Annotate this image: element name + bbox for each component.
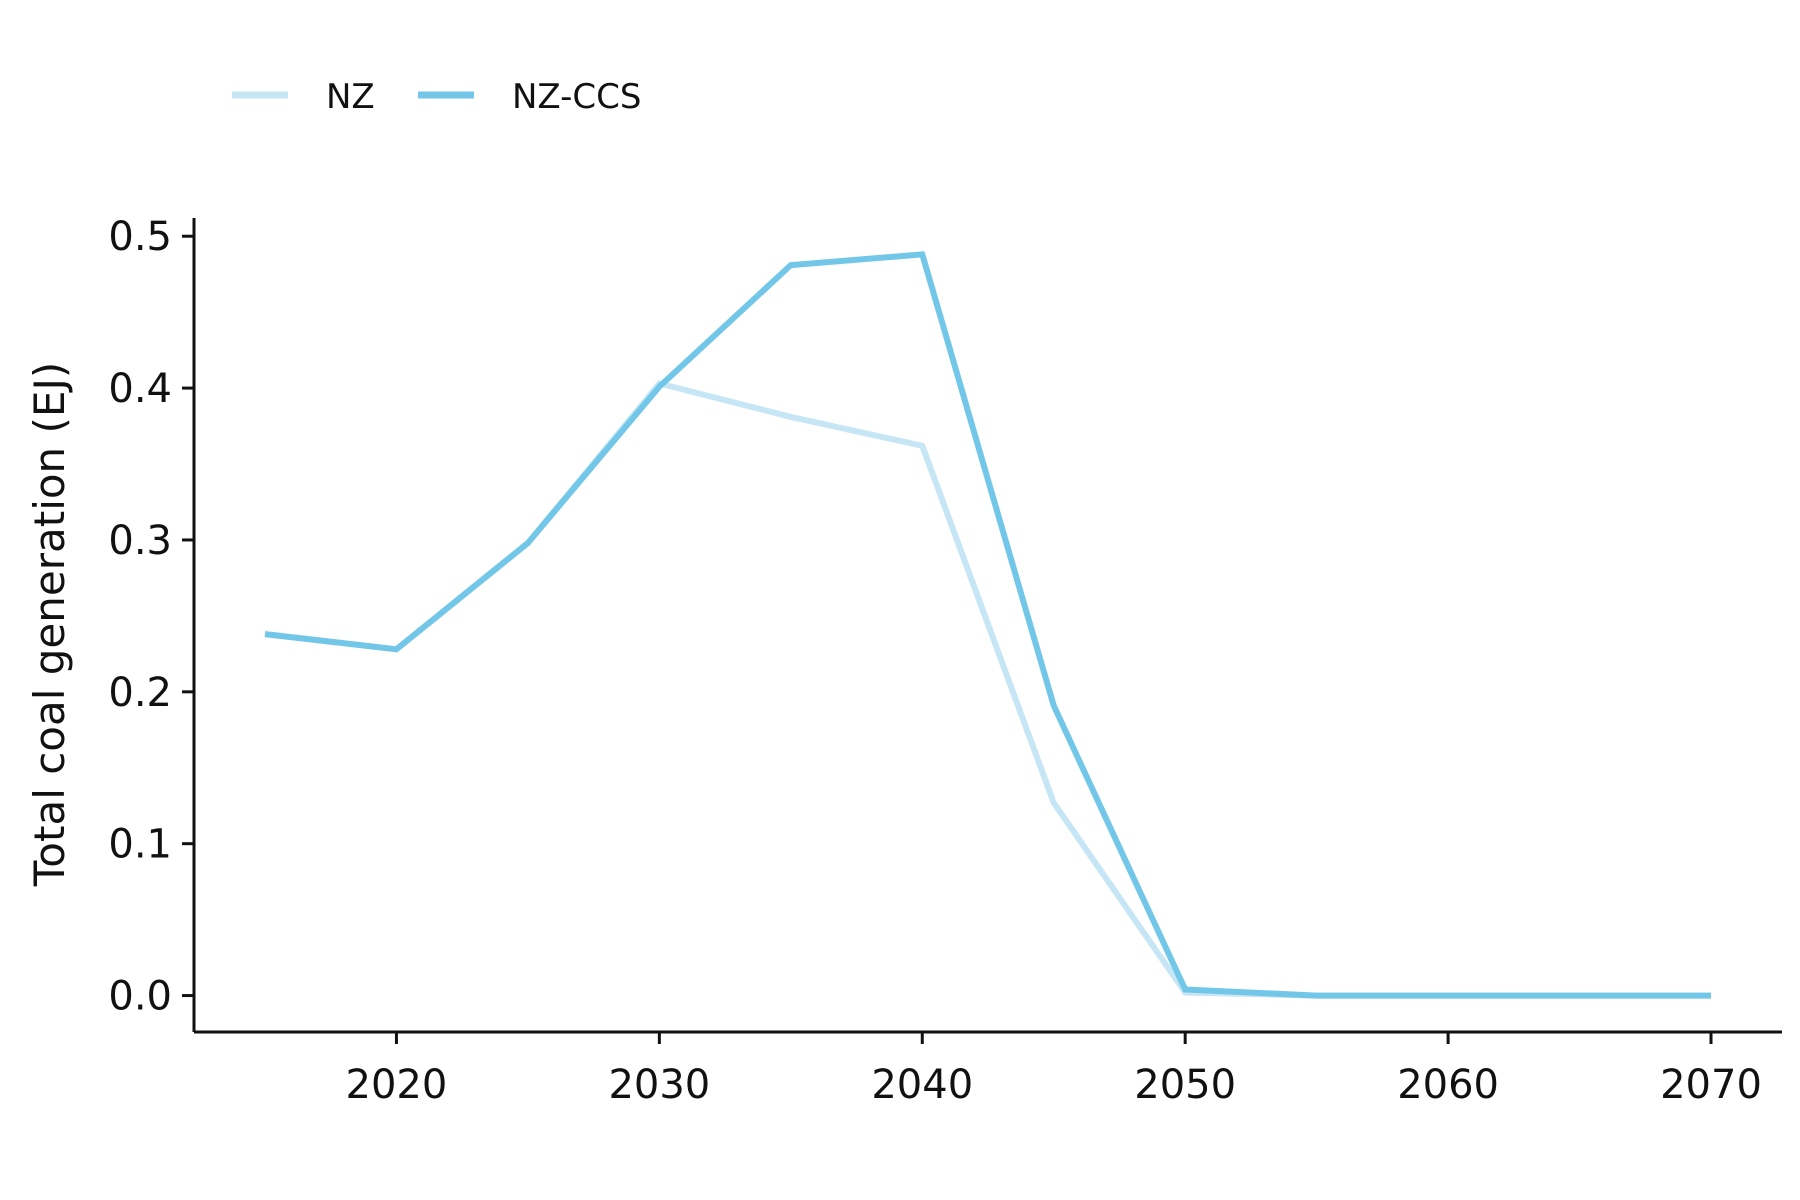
y-axis-title: Total coal generation (EJ) (25, 362, 74, 887)
y-tick-label: 0.0 (108, 974, 172, 1020)
x-tick-label: 2040 (871, 1062, 973, 1108)
series-line-nz-ccs (264, 251, 1711, 999)
x-tick-label: 2030 (608, 1062, 710, 1108)
legend: NZ NZ-CCS (232, 77, 641, 117)
x-tick-label: 2050 (1134, 1062, 1236, 1108)
legend-label-nz: NZ (326, 77, 375, 117)
y-tick-label: 0.1 (108, 822, 172, 868)
y-tick-label: 0.2 (108, 670, 172, 716)
x-tick-label: 2020 (346, 1062, 448, 1108)
series-layer (264, 251, 1711, 999)
x-tick-label: 2060 (1397, 1062, 1499, 1108)
y-tick-label: 0.3 (108, 518, 172, 564)
x-ticks: 2020 2030 2040 2050 2060 2070 (346, 1032, 1762, 1108)
legend-label-nz-ccs: NZ-CCS (512, 77, 641, 117)
y-ticks: 0.0 0.1 0.2 0.3 0.4 0.5 (108, 214, 194, 1020)
y-tick-label: 0.4 (108, 366, 172, 412)
y-tick-label: 0.5 (108, 214, 172, 260)
x-tick-label: 2070 (1660, 1062, 1762, 1108)
